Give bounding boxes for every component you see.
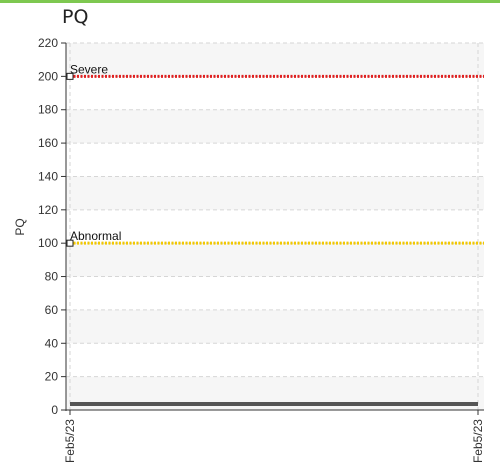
plot-band: [66, 176, 484, 210]
plot-band: [66, 309, 484, 344]
plot-bands: [66, 43, 484, 410]
y-axis-label: PQ: [13, 218, 27, 235]
panel-title: PQ: [62, 6, 89, 28]
y-tick-label: 40: [45, 336, 59, 350]
y-tick-label: 180: [38, 103, 58, 117]
threshold-label-severe: Severe: [70, 62, 108, 76]
y-tick-labels: 0 20 40 60 80 100 120 140 160 180 200 220: [38, 36, 66, 417]
header-accent-rule: [0, 0, 500, 3]
y-tick-label: 20: [45, 370, 59, 384]
x-tick-labels: Feb5/23 Feb5/23: [63, 410, 485, 463]
y-tick-label: 200: [38, 69, 58, 83]
y-tick-label: 120: [38, 203, 58, 217]
plot-band: [66, 43, 484, 77]
threshold-lines: Severe Abnormal: [66, 62, 484, 247]
x-tick-label: Feb5/23: [471, 419, 485, 463]
threshold-marker: [66, 72, 74, 80]
y-tick-label: 220: [38, 36, 58, 50]
y-tick-label: 100: [38, 236, 58, 250]
plot-band: [66, 243, 484, 277]
threshold-label-abnormal: Abnormal: [70, 229, 121, 243]
x-tick-label: Feb5/23: [63, 419, 77, 463]
plot-band: [66, 109, 484, 144]
y-tick-label: 60: [45, 303, 59, 317]
y-tick-label: 80: [45, 270, 59, 284]
grid-lines: [66, 42, 484, 410]
y-tick-label: 160: [38, 136, 58, 150]
threshold-marker: [66, 239, 74, 247]
y-tick-label: 0: [51, 403, 58, 417]
y-tick-label: 140: [38, 169, 58, 183]
